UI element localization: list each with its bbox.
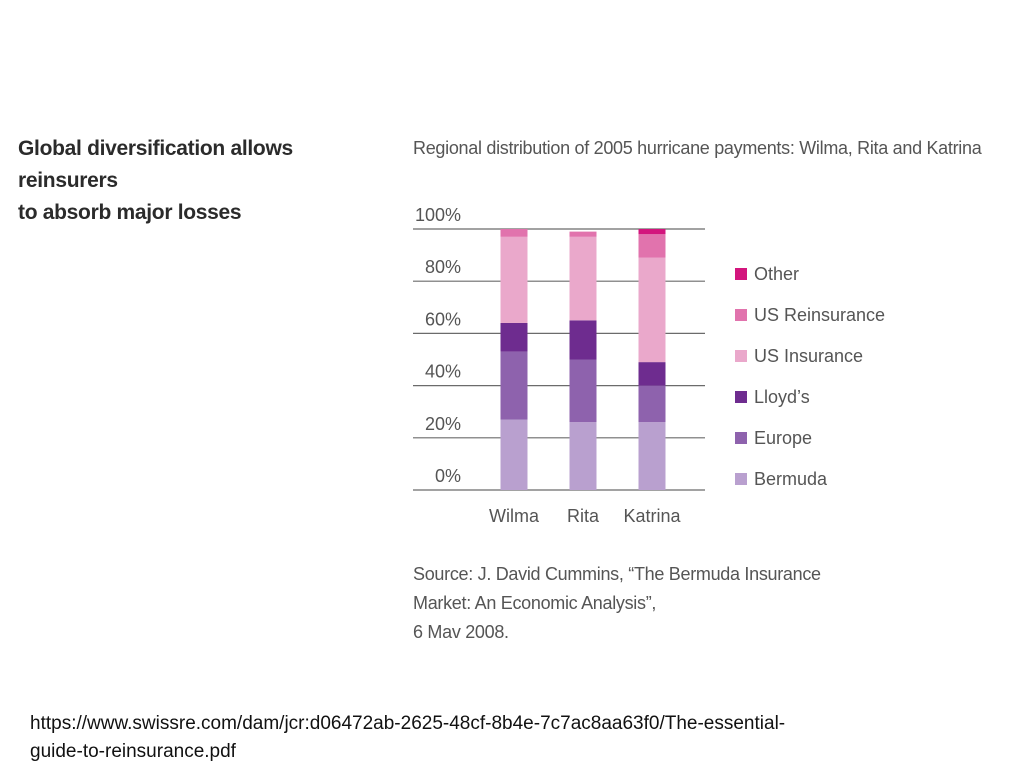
source-note: Source: J. David Cummins, “The Bermuda I… [413, 560, 843, 647]
bar-segment [569, 236, 597, 321]
x-tick-label: Katrina [623, 506, 681, 526]
bar-segment [638, 362, 666, 386]
x-tick-label: Rita [567, 506, 600, 526]
chart-title: Regional distribution of 2005 hurricane … [413, 138, 982, 158]
x-tick-label: Wilma [489, 506, 540, 526]
bar-segment [500, 229, 528, 237]
bar-segment [500, 322, 528, 352]
legend-swatch [735, 391, 747, 403]
y-tick-label: 100% [415, 205, 461, 225]
legend-label: US Insurance [754, 346, 863, 366]
bar-segment [500, 236, 528, 323]
slide-title-line-1: Global diversification allows reinsurers [18, 137, 293, 192]
source-url-line-2: guide-to-reinsurance.pdf [30, 741, 236, 762]
legend-label: Bermuda [754, 469, 828, 489]
legend-swatch [735, 432, 747, 444]
bar-segment [638, 234, 666, 258]
bar-segment [569, 231, 597, 237]
slide-title-line-2: to absorb major losses [18, 201, 242, 224]
bar-segment [569, 359, 597, 423]
y-tick-label: 0% [435, 466, 461, 486]
bar-segment [500, 351, 528, 420]
legend-label: US Reinsurance [754, 305, 885, 325]
bar-segment [500, 419, 528, 490]
y-tick-label: 20% [425, 414, 461, 434]
legend-swatch [735, 268, 747, 280]
y-tick-label: 80% [425, 257, 461, 277]
bar-segment [638, 422, 666, 490]
source-line-3: 6 Mav 2008. [413, 622, 509, 642]
source-url-line-1: https://www.swissre.com/dam/jcr:d06472ab… [30, 713, 786, 734]
legend-label: Europe [754, 428, 812, 448]
source-line-1: Source: J. David Cummins, “The Bermuda I… [413, 564, 821, 584]
bar-segment [569, 320, 597, 360]
legend-label: Other [754, 264, 799, 284]
bar-segment [569, 422, 597, 490]
y-tick-label: 40% [425, 362, 461, 382]
legend-label: Lloyd’s [754, 387, 810, 407]
bar-segment [638, 257, 666, 363]
y-tick-label: 60% [425, 309, 461, 329]
source-url: https://www.swissre.com/dam/jcr:d06472ab… [30, 710, 1010, 766]
bar-segment [638, 229, 666, 235]
source-line-2: Market: An Economic Analysis”, [413, 593, 657, 613]
legend-swatch [735, 473, 747, 485]
slide-title: Global diversification allows reinsurers… [18, 133, 388, 229]
legend-swatch [735, 350, 747, 362]
bar-segment [638, 385, 666, 423]
legend-swatch [735, 309, 747, 321]
